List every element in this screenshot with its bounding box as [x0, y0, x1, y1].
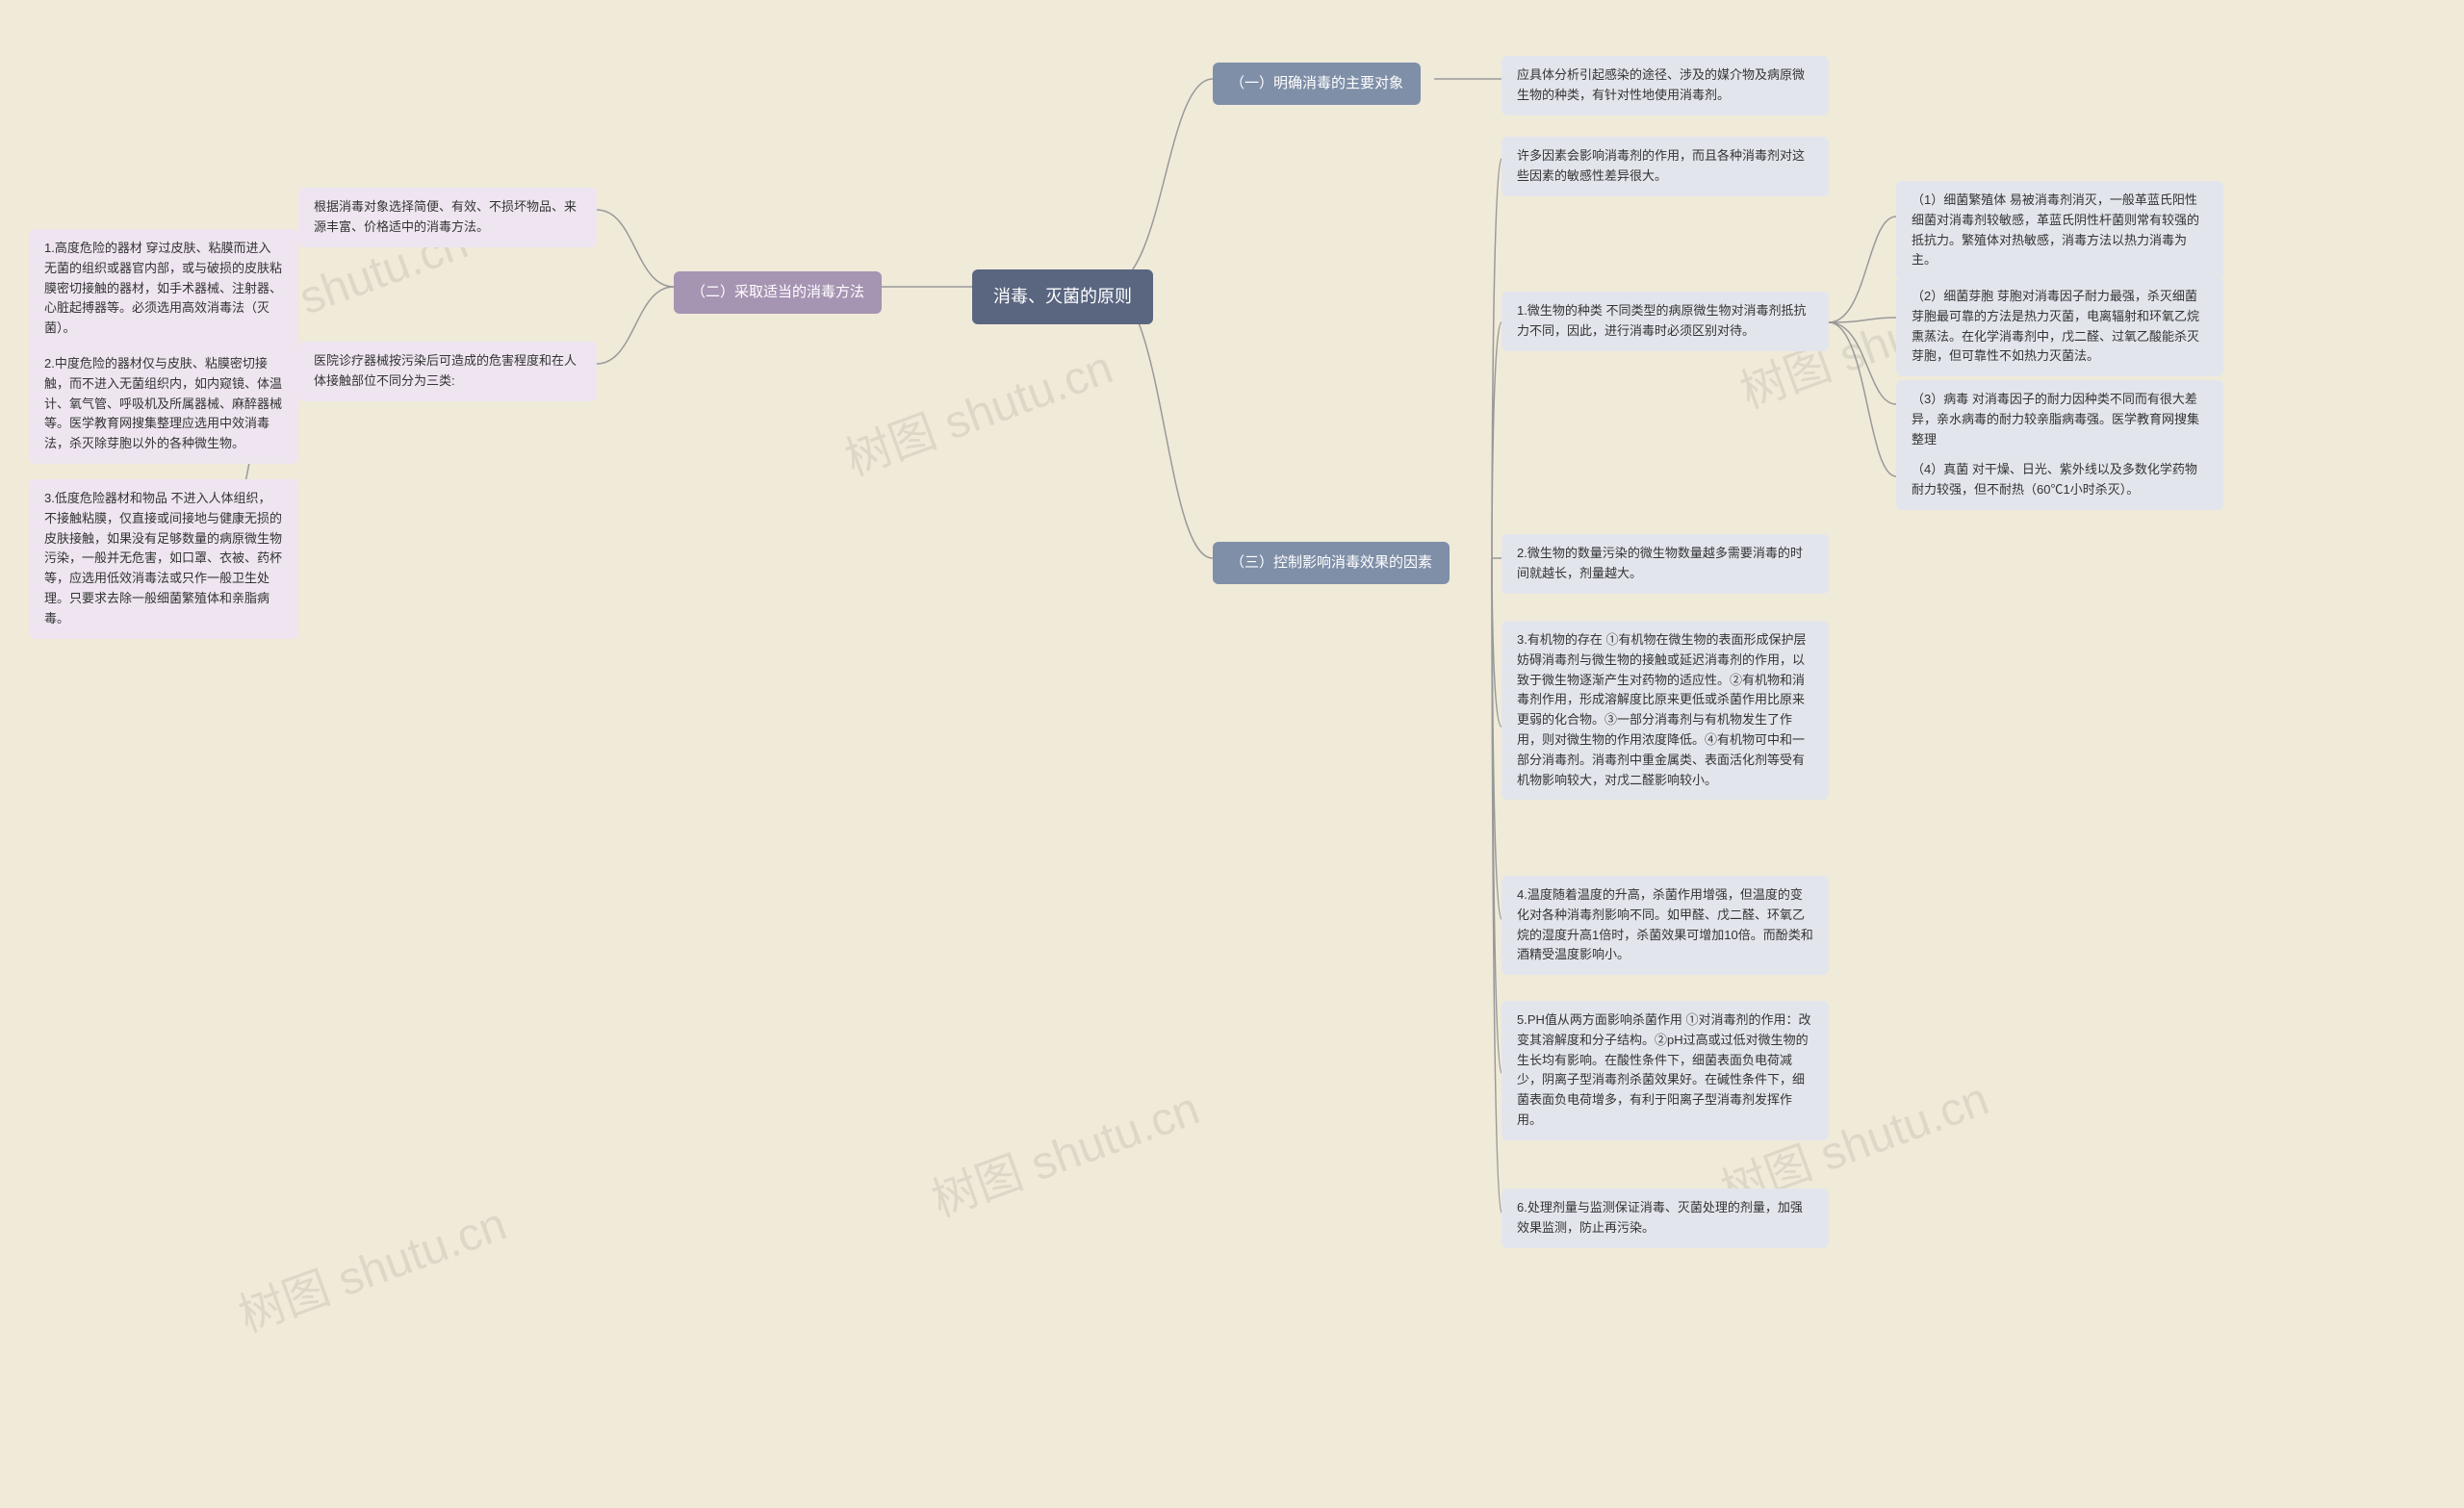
watermark: 树图 shutu.cn: [228, 1186, 514, 1344]
branch-1[interactable]: （一）明确消毒的主要对象: [1213, 63, 1421, 105]
watermark: 树图 shutu.cn: [921, 1070, 1207, 1229]
branch-3-sub-2: （2）细菌芽胞 芽胞对消毒因子耐力最强，杀灭细菌芽胞最可靠的方法是热力灭菌，电离…: [1896, 277, 2223, 376]
branch-2-sub-1: 1.高度危险的器材 穿过皮肤、粘膜而进入无菌的组织或器官内部，或与破损的皮肤粘膜…: [29, 229, 298, 348]
branch-3-intro: 许多因素会影响消毒剂的作用，而且各种消毒剂对这些因素的敏感性差异很大。: [1502, 137, 1829, 196]
branch-2-sub-3: 3.低度危险器材和物品 不进入人体组织，不接触粘膜，仅直接或间接地与健康无损的皮…: [29, 479, 298, 639]
branch-3-leaf-4: 4.温度随着温度的升高，杀菌作用增强，但温度的变化对各种消毒剂影响不同。如甲醛、…: [1502, 876, 1829, 975]
branch-3-leaf-6: 6.处理剂量与监测保证消毒、灭菌处理的剂量，加强效果监测，防止再污染。: [1502, 1189, 1829, 1248]
branch-3[interactable]: （三）控制影响消毒效果的因素: [1213, 542, 1450, 584]
branch-3-leaf-2: 2.微生物的数量污染的微生物数量越多需要消毒的时间就越长，剂量越大。: [1502, 534, 1829, 594]
root-node[interactable]: 消毒、灭菌的原则: [972, 269, 1153, 324]
branch-3-leaf-1: 1.微生物的种类 不同类型的病原微生物对消毒剂抵抗力不同，因此，进行消毒时必须区…: [1502, 292, 1829, 351]
branch-2[interactable]: （二）采取适当的消毒方法: [674, 271, 882, 314]
watermark: 树图 shutu.cn: [834, 329, 1120, 488]
branch-2-sub-2: 2.中度危险的器材仅与皮肤、粘膜密切接触，而不进入无菌组织内，如内窥镜、体温计、…: [29, 345, 298, 464]
branch-2-leaf-2: 医院诊疗器械按污染后可造成的危害程度和在人体接触部位不同分为三类:: [298, 342, 597, 401]
branch-1-leaf: 应具体分析引起感染的途径、涉及的媒介物及病原微生物的种类，有针对性地使用消毒剂。: [1502, 56, 1829, 115]
branch-2-leaf-1: 根据消毒对象选择简便、有效、不损坏物品、来源丰富、价格适中的消毒方法。: [298, 188, 597, 247]
branch-3-leaf-5: 5.PH值从两方面影响杀菌作用 ①对消毒剂的作用：改变其溶解度和分子结构。②pH…: [1502, 1001, 1829, 1140]
branch-3-sub-4: （4）真菌 对干燥、日光、紫外线以及多数化学药物耐力较强，但不耐热（60℃1小时…: [1896, 450, 2223, 510]
branch-3-sub-1: （1）细菌繁殖体 易被消毒剂消灭，一般革蓝氏阳性细菌对消毒剂较敏感，革蓝氏阴性杆…: [1896, 181, 2223, 280]
branch-3-sub-3: （3）病毒 对消毒因子的耐力因种类不同而有很大差异，亲水病毒的耐力较亲脂病毒强。…: [1896, 380, 2223, 459]
branch-3-leaf-3: 3.有机物的存在 ①有机物在微生物的表面形成保护层妨碍消毒剂与微生物的接触或延迟…: [1502, 621, 1829, 800]
